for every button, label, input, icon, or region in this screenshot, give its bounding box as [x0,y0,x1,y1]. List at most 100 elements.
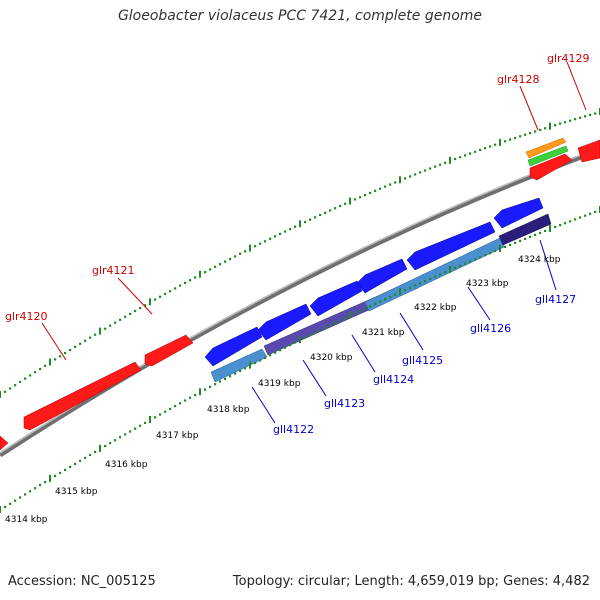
tick-label: 4321 kbp [362,328,405,338]
tick-dot [559,224,562,227]
tick-dot [404,177,407,180]
tick-dot [324,211,327,214]
tick-dot [264,240,267,243]
tick-dot [369,191,372,194]
gene-label-gll4125[interactable]: gll4125 [402,354,443,367]
tick-label: 4320 kbp [310,353,353,363]
tick-dot [164,410,167,413]
tick-dot [134,427,137,430]
tick-dot [569,220,572,223]
tick-dot [534,233,537,236]
tick-dot [514,241,517,244]
map-title: Gloeobacter violaceus PCC 7421, complete… [117,8,483,24]
kbp-tick-mark [499,244,501,252]
tick-dot [269,354,272,357]
tick-dot [274,235,277,238]
tick-dot [34,371,37,374]
kbp-tick-mark [149,416,151,423]
tick-dot [269,237,272,240]
gene-gll4127[interactable] [493,197,544,229]
tick-dot [94,333,97,336]
gene-label-gll4124[interactable]: gll4124 [373,373,414,386]
tick-dot [519,135,522,138]
tick-dot [589,113,592,116]
tick-dot [189,279,192,282]
gene-glr4128-rna-orange[interactable] [525,137,567,159]
tick-dot [364,194,367,197]
tick-dot [459,156,462,159]
tick-dot [279,349,282,352]
tick-dot [404,288,407,292]
tick-dot [214,265,217,268]
tick-dot [434,275,437,278]
tick-dot [204,271,207,274]
tick-dot [484,254,487,257]
kbp-tick-mark [449,156,451,164]
tick-dot [259,359,262,362]
tick-dot [4,505,7,508]
gene-gll4123[interactable] [257,303,312,341]
tick-dot [324,326,327,329]
tick-dot [339,204,342,208]
genome-backbone [0,147,600,458]
tick-dot [489,252,492,255]
tick-label: 4319 kbp [258,379,301,389]
tick-dot [379,300,382,303]
tick-dot [24,377,27,380]
tick-dot [554,225,557,229]
tick-dot [389,183,392,186]
gene-label-gll4122[interactable]: gll4122 [273,423,314,436]
tick-dot [294,225,297,228]
inner-tick-track [0,206,600,513]
tick-dot [144,421,147,424]
gene-gll4125[interactable] [356,258,408,294]
tick-dot [564,222,567,225]
tick-dot [544,127,547,130]
tick-dot [69,348,72,352]
gene-glr4120[interactable] [23,361,142,431]
gene-gll4126[interactable] [406,221,496,271]
tick-dot [334,207,337,210]
tick-dot [594,210,597,213]
tick-dot [194,394,197,397]
tick-dot [19,380,22,383]
tick-dot [309,334,312,337]
gene-glr4129[interactable] [577,139,600,163]
tick-dot [494,143,497,146]
tick-dot [429,167,432,170]
tick-dot [29,374,32,377]
tick-dot [284,346,287,349]
tick-dot [319,213,322,217]
tick-dot [374,302,377,305]
forward-labels [41,61,587,361]
gene-glr4120-left-arrow[interactable] [0,435,9,451]
kbp-tick-mark [299,336,301,343]
kbp-tick-mark [199,388,201,396]
tick-dot [554,124,557,127]
gene-label-gll4123[interactable]: gll4123 [324,397,365,410]
gene-label-glr4129[interactable]: glr4129 [547,52,590,65]
gene-label-gll4126[interactable]: gll4126 [470,322,511,335]
gene-glr4128[interactable] [529,153,573,181]
tick-dot [314,216,317,219]
tick-dot [169,407,172,410]
gene-glr4128-rna-green[interactable] [527,145,569,167]
gene-label-glr4128[interactable]: glr4128 [497,73,540,86]
tick-dot [314,331,317,334]
tick-dot [294,341,297,344]
kbp-tick-mark [99,327,101,335]
gene-label-gll4127[interactable]: gll4127 [535,293,576,306]
tick-dot [239,252,242,255]
tick-dot [329,324,332,327]
kbp-tick-mark [49,358,51,366]
tick-dot [219,380,222,383]
kbp-tick-mark [99,444,101,452]
tick-dot [464,262,467,265]
gene-label-glr4120[interactable]: glr4120 [5,310,48,323]
tick-dot [489,145,492,148]
gene-label-glr4121[interactable]: glr4121 [92,264,135,277]
tick-dot [4,390,7,393]
tick-dot [54,474,57,477]
tick-dot [209,268,212,271]
gene-glr4121[interactable] [144,334,194,367]
